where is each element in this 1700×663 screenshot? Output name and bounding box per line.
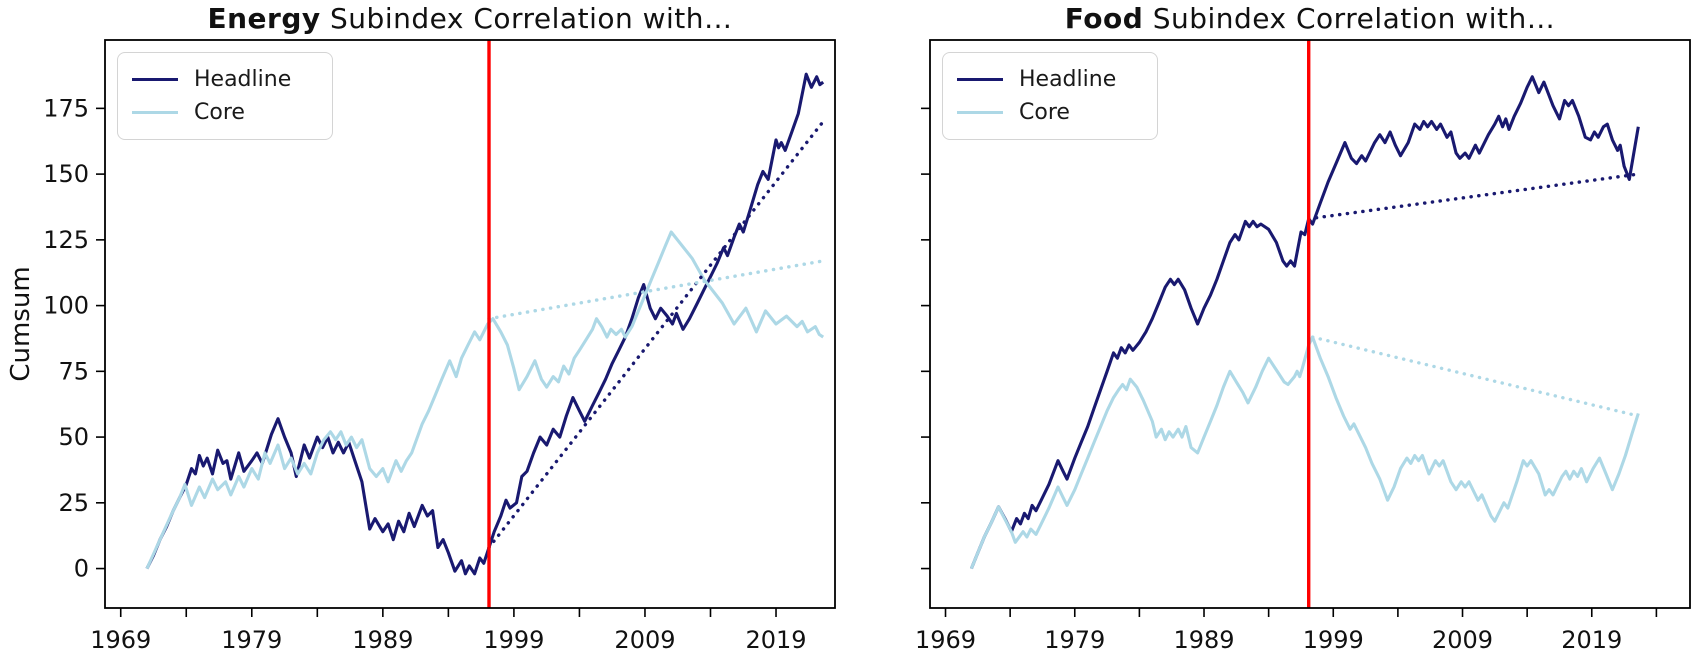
series-headline-line [969,75,1640,570]
x-tick-label: 1979 [1044,626,1105,654]
x-tick-label: 2019 [745,626,806,654]
y-tick-label: 175 [43,94,89,122]
energy-chart-title: Energy Subindex Correlation with… [105,2,835,40]
series-headline-trend-line [487,119,825,550]
y-tick-label: 25 [58,489,89,517]
headline-line-swatch [132,77,178,82]
x-tick-label: 1999 [1303,626,1364,654]
series-core-trend-line [487,259,825,321]
energy-title-rest: Subindex Correlation with… [320,2,733,35]
energy-title-bold: Energy [207,2,321,35]
y-tick-label: 150 [43,160,89,188]
energy-legend: Headline Core [117,52,333,140]
food-title-bold: Food [1064,2,1144,35]
legend-label-core: Core [194,100,245,125]
x-tick-label: 1989 [1173,626,1234,654]
headline-line-swatch [957,77,1003,82]
y-tick-label: 75 [58,357,89,385]
legend-row-headline: Headline [132,63,318,96]
y-tick-label: 50 [58,423,89,451]
series-headline-trend-line [1306,172,1641,221]
x-tick-label: 1989 [352,626,413,654]
legend-row-core: Core [132,96,318,129]
series-core-line [145,230,825,570]
legend-row-headline: Headline [957,63,1143,96]
x-tick-label: 2019 [1561,626,1622,654]
legend-row-core: Core [957,96,1143,129]
x-tick-label: 2009 [614,626,675,654]
x-tick-label: 2009 [1432,626,1493,654]
y-tick-label: 100 [43,292,89,320]
y-axis-label: Cumsum [6,266,36,382]
core-line-swatch [957,110,1003,115]
food-title-rest: Subindex Correlation with… [1143,2,1556,35]
core-line-swatch [132,110,178,115]
y-tick-label: 0 [74,555,89,583]
legend-label-headline: Headline [1019,67,1117,92]
plot-spines [104,39,836,609]
plot-spines [929,39,1691,609]
y-tick-label: 125 [43,226,89,254]
series-headline-line [145,72,825,576]
food-chart-title: Food Subindex Correlation with… [945,2,1675,40]
x-tick-label: 1979 [221,626,282,654]
x-tick-label: 1969 [915,626,976,654]
series-core-trend-line [1310,335,1641,418]
legend-label-headline: Headline [194,67,292,92]
food-legend: Headline Core [942,52,1158,140]
x-tick-label: 1999 [483,626,544,654]
x-tick-label: 1969 [90,626,151,654]
series-core-line [969,335,1640,570]
legend-label-core: Core [1019,100,1070,125]
